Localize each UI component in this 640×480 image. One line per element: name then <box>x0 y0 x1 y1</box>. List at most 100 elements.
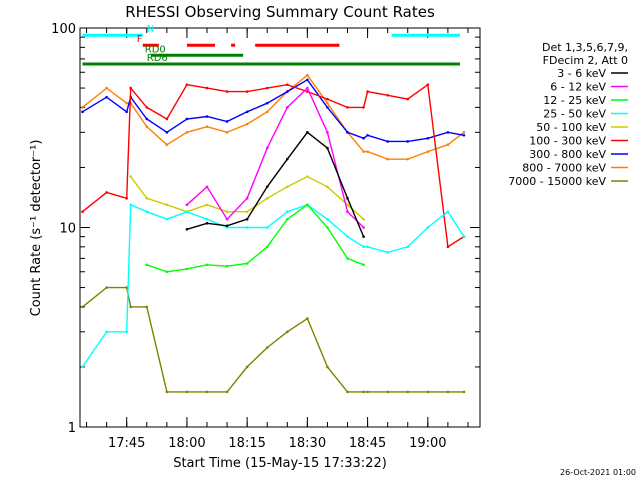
data-point <box>346 197 349 200</box>
data-point <box>285 330 289 334</box>
data-point <box>426 150 430 153</box>
data-point <box>245 262 249 265</box>
data-point <box>225 131 229 134</box>
series-layer <box>81 73 466 394</box>
data-point <box>185 267 189 271</box>
legend: Det 1,3,5,6,7,9, FDecim 2, Att 0 3 - 6 k… <box>508 41 628 188</box>
series-line-2 <box>146 203 364 273</box>
data-point <box>185 390 189 394</box>
data-point <box>362 235 365 238</box>
data-point <box>366 90 369 93</box>
data-point <box>326 226 329 229</box>
data-point <box>185 210 189 214</box>
data-point <box>129 305 133 309</box>
data-point <box>225 210 229 214</box>
data-point <box>406 140 410 143</box>
series-line-5 <box>82 83 465 248</box>
data-point <box>205 390 209 394</box>
data-point <box>145 125 149 129</box>
data-point <box>366 150 369 153</box>
data-point <box>185 131 189 134</box>
data-point <box>326 101 329 105</box>
data-point <box>386 390 389 394</box>
data-point <box>165 390 169 394</box>
data-point <box>386 140 389 143</box>
data-point <box>205 221 209 225</box>
data-point <box>462 131 466 134</box>
data-point <box>265 226 269 229</box>
data-point <box>362 106 365 109</box>
legend-label: 50 - 100 keV <box>536 121 606 134</box>
x-tick-label: 18:45 <box>349 436 386 451</box>
data-point <box>362 245 365 249</box>
data-point <box>285 106 289 109</box>
data-point <box>165 117 169 121</box>
data-point <box>245 365 249 369</box>
data-point <box>145 117 149 121</box>
legend-header-line-1: Det 1,3,5,6,7,9, <box>542 41 628 54</box>
data-point <box>362 150 365 153</box>
data-point <box>81 305 84 309</box>
data-point <box>105 191 108 194</box>
data-point <box>225 264 229 268</box>
data-point <box>306 73 309 77</box>
data-point <box>265 197 269 200</box>
legend-label: 12 - 25 keV <box>543 94 606 107</box>
data-point <box>446 143 450 147</box>
data-point <box>145 263 149 267</box>
series-line-8 <box>82 286 464 393</box>
data-point <box>225 90 229 93</box>
data-point <box>306 203 309 207</box>
data-point <box>366 390 369 394</box>
legend-label: 800 - 7000 keV <box>522 162 606 175</box>
data-point <box>446 390 450 394</box>
data-point <box>265 346 269 349</box>
data-point <box>105 95 108 99</box>
data-point <box>265 110 269 114</box>
data-point <box>346 390 349 394</box>
data-point <box>245 197 249 200</box>
legend-header-line-2: FDecim 2, Att 0 <box>543 54 628 67</box>
data-point <box>81 106 84 109</box>
y-tick-label: 10 <box>59 222 76 237</box>
legend-label: 300 - 800 keV <box>529 148 606 161</box>
data-point <box>205 203 209 207</box>
data-point <box>245 217 249 221</box>
data-point <box>346 257 349 260</box>
data-point <box>245 90 249 93</box>
data-point <box>462 235 466 238</box>
series-line-7 <box>82 74 465 160</box>
data-point <box>386 157 389 161</box>
data-point <box>165 131 169 134</box>
data-point <box>185 117 189 121</box>
data-point <box>165 270 169 274</box>
generation-timestamp: 26-Oct-2021 01:00 <box>560 468 636 477</box>
data-point <box>81 210 84 214</box>
data-point <box>81 365 84 369</box>
data-point <box>129 175 133 178</box>
data-point <box>366 245 369 249</box>
data-point <box>105 330 108 334</box>
data-point <box>145 305 149 309</box>
data-point <box>386 251 389 254</box>
data-point <box>285 185 289 189</box>
legend-label: 3 - 6 keV <box>557 67 606 80</box>
data-point <box>446 245 450 249</box>
y-tick-label: 100 <box>51 22 76 37</box>
data-point <box>362 226 365 229</box>
data-point <box>306 78 309 82</box>
data-point <box>406 97 410 101</box>
data-point <box>346 106 349 109</box>
data-point <box>225 120 229 123</box>
data-point <box>125 286 129 289</box>
data-point <box>306 86 309 90</box>
data-point <box>125 110 129 114</box>
data-point <box>366 133 369 137</box>
data-point <box>306 317 309 320</box>
data-point <box>285 157 289 161</box>
x-axis: 17:45 18:00 18:15 18:30 18:45 19:00 <box>86 28 469 451</box>
x-tick-label: 18:00 <box>168 436 205 451</box>
x-axis-label: Start Time (15-May-15 17:33:22) <box>173 456 387 471</box>
data-point <box>245 210 249 214</box>
